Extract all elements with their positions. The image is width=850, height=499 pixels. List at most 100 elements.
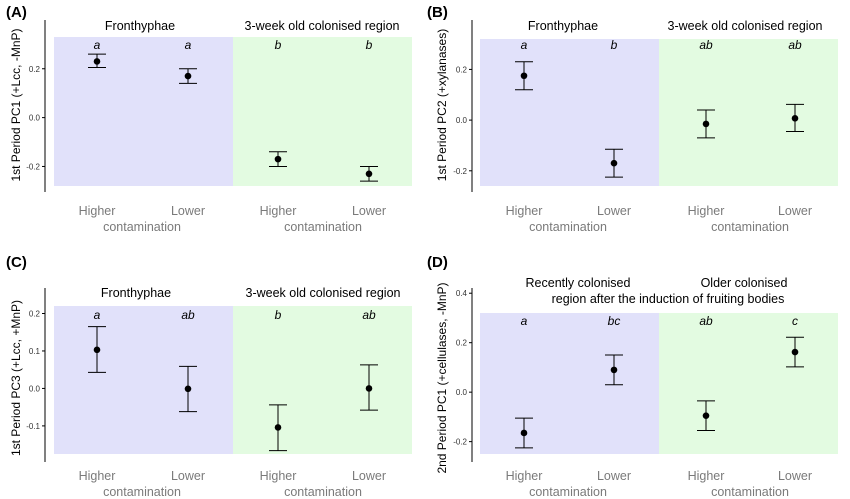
- panel-c-ylabel: 1st Period PC3 (+Lcc, +MnP): [9, 300, 23, 456]
- panel-a-ytick-label-0: -0.2: [26, 162, 40, 171]
- panel-a-ytick-label-2: 0.2: [29, 65, 41, 74]
- panel-d: (D) -0.2 0.0 0.2 0.4 2nd Period PC1 (+cellu…: [427, 254, 838, 499]
- panel-b-tag: (B): [427, 4, 448, 21]
- panel-d-point-3: [702, 412, 710, 419]
- panel-c-region-label-1: Fronthyphae: [101, 286, 171, 300]
- panel-a-ytick-label-1: 0.0: [29, 114, 41, 123]
- panel-a-region-label-1: Fronthyphae: [105, 19, 175, 33]
- panel-d-region-label-2: Older colonised: [701, 276, 788, 290]
- panel-b-point-2: [610, 159, 618, 167]
- panel-a-region-blue: [54, 37, 233, 186]
- panel-d-xcat-2: Lower: [597, 469, 631, 483]
- panel-d-xsub-2: contamination: [711, 485, 789, 499]
- panel-d-region-sublabel: region after the induction of fruiting b…: [552, 292, 785, 306]
- panel-b-ytick-label-0: -0.2: [453, 167, 467, 176]
- panel-d-ytick-label-1: 0.0: [456, 388, 468, 397]
- panel-d-xcat-3: Higher: [688, 469, 725, 483]
- panel-d-sig-letter-3: ab: [699, 314, 713, 328]
- panel-a: (A) -0.2 0.0 0.2 1st Period PC1 (+Lcc, -Mn…: [6, 4, 412, 234]
- panel-d-ytick-label-2: 0.2: [456, 339, 468, 348]
- panel-b-xsub-2: contamination: [711, 220, 789, 234]
- panel-b-xcat-2: Lower: [597, 204, 631, 218]
- panel-d-sig-letter-4: c: [792, 314, 798, 328]
- panel-d-sig-letter-1: a: [521, 314, 528, 328]
- panel-c-sig-letter-1: a: [94, 308, 101, 322]
- panel-c-point-2: [184, 385, 192, 393]
- panel-c-tag: (C): [6, 254, 27, 271]
- panel-c-xcat-4: Lower: [352, 469, 386, 483]
- panel-b-xcat-4: Lower: [778, 204, 812, 218]
- panel-b-point-4: [791, 115, 799, 122]
- panel-b-ylabel: 1st Period PC2 (+xylanases): [435, 29, 449, 181]
- panel-a-xsub-2: contamination: [284, 220, 362, 234]
- panel-c-sig-letter-4: ab: [362, 308, 376, 322]
- panel-c-ytick-label-0: -0.1: [26, 422, 40, 431]
- panel-a-xsub-1: contamination: [103, 220, 181, 234]
- panel-d-ytick-label-0: -0.2: [453, 438, 467, 447]
- panel-b-sig-letter-2: b: [611, 38, 618, 52]
- panel-c: (C) -0.1 0.0 0.1 0.2 1st Period PC3 (+Lcc, …: [6, 254, 412, 499]
- panel-b-xcat-1: Higher: [506, 204, 543, 218]
- panel-c-point-3: [274, 424, 282, 431]
- panel-b-region-blue: [480, 39, 659, 186]
- panel-a-point-2: [184, 72, 192, 80]
- panel-a-sig-letter-1: a: [94, 38, 101, 52]
- panel-b-ytick-label-2: 0.2: [456, 65, 468, 74]
- panel-c-region-blue: [54, 306, 233, 454]
- panel-a-ylabel: 1st Period PC1 (+Lcc, -MnP): [9, 28, 23, 181]
- panel-b-region-label-2: 3-week old colonised region: [668, 19, 823, 33]
- panel-b-sig-letter-3: ab: [699, 38, 713, 52]
- panel-a-sig-letter-2: a: [185, 38, 192, 52]
- panel-b-point-1: [520, 72, 528, 80]
- panel-c-sig-letter-3: b: [275, 308, 282, 322]
- panel-d-ylabel: 2nd Period PC1 (+cellulases, -MnP): [435, 282, 449, 473]
- panel-a-region-green: [233, 37, 412, 186]
- panel-b-point-3: [702, 120, 710, 128]
- panel-a-xcat-3: Higher: [260, 204, 297, 218]
- panel-d-ytick-label-3: 0.4: [456, 289, 468, 298]
- panel-b-xsub-1: contamination: [529, 220, 607, 234]
- panel-a-xcat-1: Higher: [79, 204, 116, 218]
- panel-b-points: a b ab ab: [515, 38, 804, 178]
- panel-a-point-3: [274, 155, 282, 163]
- panel-a-yticks: -0.2 0.0 0.2: [26, 65, 45, 171]
- panel-b-xcat-3: Higher: [688, 204, 725, 218]
- panel-a-region-label-2: 3-week old colonised region: [245, 19, 400, 33]
- panel-c-points: a ab b ab: [88, 308, 378, 452]
- panel-c-region-label-2: 3-week old colonised region: [246, 286, 401, 300]
- panel-a-tag: (A): [6, 4, 27, 21]
- panel-c-xsub-1: contamination: [103, 485, 181, 499]
- panel-b-region-label-1: Fronthyphae: [528, 19, 598, 33]
- panel-c-xcat-1: Higher: [79, 469, 116, 483]
- panel-b-ytick-label-1: 0.0: [456, 116, 468, 125]
- panel-d-xcat-4: Lower: [778, 469, 812, 483]
- panel-c-point-4: [365, 385, 373, 392]
- panel-c-ytick-label-1: 0.0: [29, 384, 41, 393]
- panel-c-ytick-label-3: 0.2: [29, 309, 41, 318]
- panel-d-xsub-1: contamination: [529, 485, 607, 499]
- panel-a-sig-letter-3: b: [275, 38, 282, 52]
- panel-b-sig-letter-1: a: [521, 38, 528, 52]
- panel-d-region-label-1: Recently colonised: [526, 276, 631, 290]
- panel-b-sig-letter-4: ab: [788, 38, 802, 52]
- panel-d-region-blue: [480, 313, 659, 454]
- panel-c-yticks: -0.1 0.0 0.1 0.2: [26, 309, 45, 431]
- panel-d-region-green: [659, 313, 838, 454]
- panel-d-tag: (D): [427, 254, 448, 271]
- panel-d-point-4: [791, 348, 799, 356]
- panel-c-sig-letter-2: ab: [181, 308, 195, 322]
- panel-d-point-1: [520, 429, 528, 437]
- panel-c-xcat-2: Lower: [171, 469, 205, 483]
- panel-c-region-green: [233, 306, 412, 454]
- panel-d-yticks: -0.2 0.0 0.2 0.4: [453, 289, 472, 447]
- panel-b-region-green: [659, 39, 838, 186]
- panel-c-xcat-3: Higher: [260, 469, 297, 483]
- panel-c-xsub-2: contamination: [284, 485, 362, 499]
- panel-a-sig-letter-4: b: [366, 38, 373, 52]
- panel-a-point-4: [365, 170, 373, 178]
- panel-c-ytick-label-2: 0.1: [29, 347, 41, 356]
- panel-a-point-1: [93, 58, 101, 65]
- panel-d-xcat-1: Higher: [506, 469, 543, 483]
